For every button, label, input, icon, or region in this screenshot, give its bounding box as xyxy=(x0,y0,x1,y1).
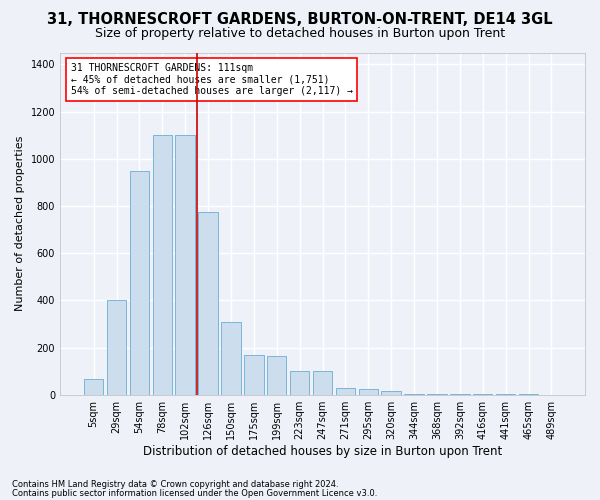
Bar xyxy=(244,354,263,395)
Bar xyxy=(221,322,241,394)
Y-axis label: Number of detached properties: Number of detached properties xyxy=(15,136,25,312)
Text: Contains HM Land Registry data © Crown copyright and database right 2024.: Contains HM Land Registry data © Crown c… xyxy=(12,480,338,489)
Bar xyxy=(313,371,332,394)
Bar xyxy=(107,300,126,394)
Text: Size of property relative to detached houses in Burton upon Trent: Size of property relative to detached ho… xyxy=(95,28,505,40)
Bar xyxy=(290,371,310,394)
Bar xyxy=(199,212,218,394)
Text: Contains public sector information licensed under the Open Government Licence v3: Contains public sector information licen… xyxy=(12,489,377,498)
Bar xyxy=(152,135,172,394)
Bar xyxy=(359,389,378,394)
Bar xyxy=(130,170,149,394)
Text: 31 THORNESCROFT GARDENS: 111sqm
← 45% of detached houses are smaller (1,751)
54%: 31 THORNESCROFT GARDENS: 111sqm ← 45% of… xyxy=(71,63,353,96)
Text: 31, THORNESCROFT GARDENS, BURTON-ON-TRENT, DE14 3GL: 31, THORNESCROFT GARDENS, BURTON-ON-TREN… xyxy=(47,12,553,28)
X-axis label: Distribution of detached houses by size in Burton upon Trent: Distribution of detached houses by size … xyxy=(143,444,502,458)
Bar xyxy=(382,391,401,394)
Bar xyxy=(267,356,286,395)
Bar xyxy=(84,380,103,394)
Bar xyxy=(175,135,195,394)
Bar xyxy=(335,388,355,394)
